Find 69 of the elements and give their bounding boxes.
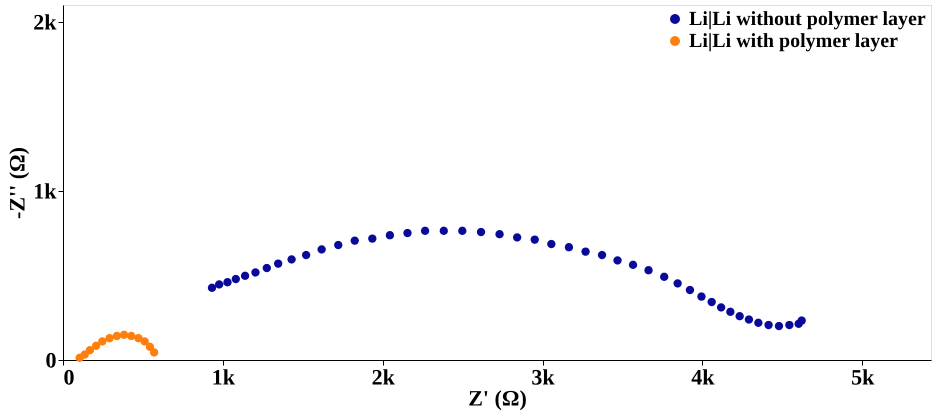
point [302,250,310,260]
point [232,274,240,284]
y-tick-label: 1k [33,178,58,204]
point [105,334,114,342]
point [403,228,412,238]
point [80,350,89,359]
point [547,240,556,248]
point [240,272,250,280]
point [564,243,574,252]
point [495,230,504,238]
point [368,234,376,243]
point [673,279,682,288]
point [613,256,622,265]
point [262,264,271,272]
x-tick-label: 1k [212,364,236,390]
point [530,235,539,244]
point [754,318,763,327]
point [274,259,282,268]
point [660,272,668,282]
y-tick-label: 0 [46,348,56,372]
point [476,228,486,236]
point [797,316,806,325]
point [223,278,232,286]
point [350,236,359,245]
x-axis-title: Z' (Ω) [468,386,527,410]
y-axis-title: -Z'' (Ω) [4,147,30,219]
point [150,348,158,357]
point [716,303,726,312]
point [420,226,430,236]
point [317,245,326,254]
point [287,255,296,264]
point [628,260,638,269]
point [251,268,260,277]
point [214,280,224,289]
point [140,337,149,346]
point [708,298,716,306]
point [98,337,107,346]
point [146,342,154,351]
point [581,247,590,256]
point [764,320,773,330]
point [785,320,794,330]
legend-label: Li|Li without polymer layer [689,8,926,30]
point [458,226,466,236]
x-tick-label: 2k [372,364,396,390]
point [134,334,143,342]
x-tick-label: 5k [851,364,876,390]
point [735,312,744,320]
y-tick-label: 2k [33,9,58,34]
point [726,308,735,316]
x-tick-label: 3k [531,364,556,390]
point [686,286,694,294]
point [112,332,122,340]
point [598,250,606,260]
point [774,322,784,330]
point [744,315,754,324]
x-tick-label: 4k [691,364,716,390]
point [92,342,100,350]
point [512,233,522,242]
point [86,346,94,354]
point [440,226,448,236]
legend-label: Li|Li with polymer layer [689,30,898,52]
point [127,332,136,340]
point [697,292,706,301]
point [208,284,216,292]
point [386,231,394,240]
x-tick-label: 0 [64,364,74,390]
point [120,330,128,339]
point [334,240,342,250]
point [644,266,653,274]
